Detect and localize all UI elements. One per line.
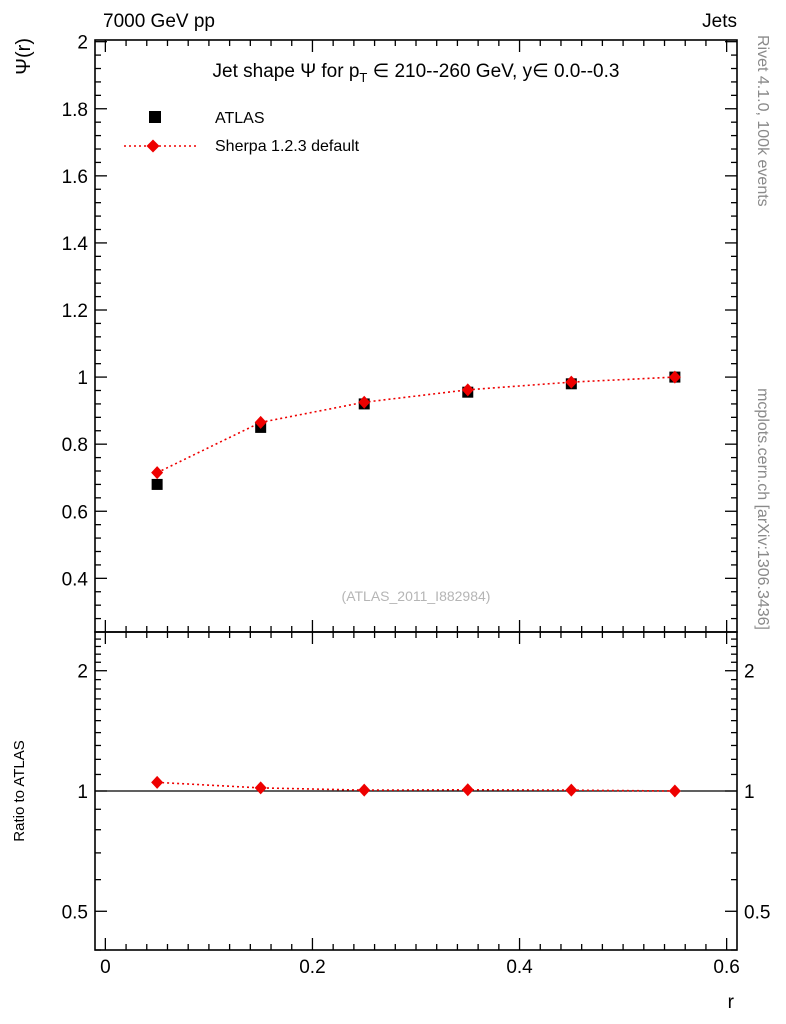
analysis-group-label: Jets [702,11,737,32]
main-panel-frame [94,39,738,633]
ratio-tick-label-right: 0.5 [744,902,770,923]
y-tick-label: 1.8 [62,100,88,121]
y-tick-label: 1.2 [62,301,88,322]
sherpa-marker [668,370,681,384]
y-tick-label: 0.8 [62,435,88,456]
sherpa-marker [254,415,267,429]
sherpa-legend-marker [146,139,160,153]
ratio-tick-label-left: 2 [77,662,88,683]
sherpa-marker [565,375,578,389]
x-tick-label: 0 [100,957,111,978]
ratio-tick-label-right: 2 [744,662,755,683]
analysis-id-watermark: (ATLAS_2011_I882984) [342,588,491,604]
ratio-panel-frame [94,631,738,951]
axis-tick-labels: 0 0.2 0.4 0.6 0.4 0.6 0.8 1 1.2 1.4 1.6 1.8 2 0.5 0.5 1… [62,33,771,978]
sherpa-line [156,376,675,474]
y-tick-label: 1 [77,368,88,389]
sherpa-ratio-marker [151,775,164,789]
plot-title-subscript: T [359,70,367,85]
legend: ATLAS Sherpa 1.2.3 default [124,110,360,155]
sherpa-legend-label: Sherpa 1.2.3 default [215,138,360,155]
plot-title-pre: Jet shape Ψ for p [213,61,360,82]
sherpa-marker [358,395,371,409]
ratio-tick-label-left: 1 [77,782,88,803]
beam-energy-label: 7000 GeV pp [103,11,215,32]
plot-title: Jet shape Ψ for pT ∈ 210--260 GeV, y∈ 0.… [213,61,620,85]
rivet-version-note: Rivet 4.1.0, 100k events [754,35,771,207]
x-tick-label: 0.4 [506,957,533,978]
x-tick-label: 0.2 [299,957,325,978]
ratio-y-axis-title: Ratio to ATLAS [11,740,28,841]
sherpa-ratio-marker [461,783,474,797]
atlas-marker [151,478,163,490]
sherpa-ratio-marker [254,781,267,795]
x-tick-label: 0.6 [713,957,739,978]
y-tick-label: 0.6 [62,502,88,523]
sherpa-marker [461,383,474,397]
data-series [95,370,737,798]
sherpa-ratio-line [157,781,675,792]
mcplots-citation-note: mcplots.cern.ch [arXiv:1306.3436] [754,388,771,630]
y-tick-label: 2 [77,33,88,54]
axis-ticks [95,40,737,951]
atlas-legend-marker [149,111,161,123]
y-tick-label: 1.4 [62,234,89,255]
ratio-tick-label-right: 1 [744,782,755,803]
sherpa-ratio-marker [668,784,681,798]
sherpa-ratio-marker [565,783,578,797]
plot-title-post: ∈ 210--260 GeV, y∈ 0.0--0.3 [367,61,619,82]
sherpa-marker [151,466,164,480]
ratio-tick-label-left: 0.5 [62,902,88,923]
y-tick-label: 1.6 [62,167,88,188]
main-y-axis-title: Ψ(r) [13,38,35,75]
sherpa-ratio-marker [358,783,371,797]
x-axis-title: r [728,992,735,1013]
atlas-legend-label: ATLAS [215,110,265,127]
y-tick-label: 0.4 [62,569,89,590]
